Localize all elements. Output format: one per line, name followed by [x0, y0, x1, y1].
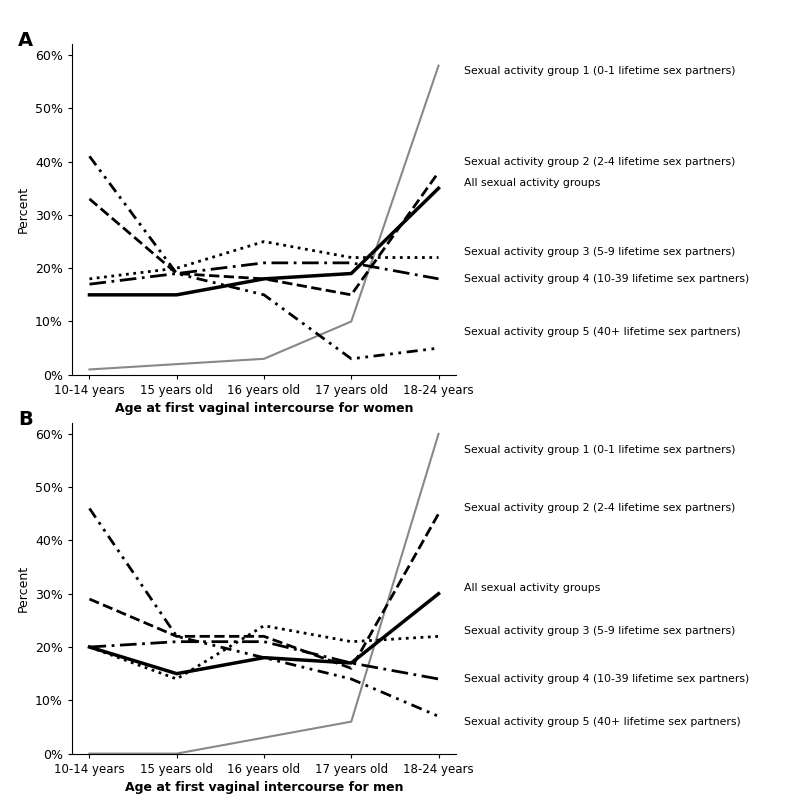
Text: Sexual activity group 5 (40+ lifetime sex partners): Sexual activity group 5 (40+ lifetime se…	[464, 717, 741, 727]
Text: Sexual activity group 3 (5-9 lifetime sex partners): Sexual activity group 3 (5-9 lifetime se…	[464, 626, 735, 636]
Text: Sexual activity group 1 (0-1 lifetime sex partners): Sexual activity group 1 (0-1 lifetime se…	[464, 445, 735, 455]
Text: Sexual activity group 3 (5-9 lifetime sex partners): Sexual activity group 3 (5-9 lifetime se…	[464, 247, 735, 257]
X-axis label: Age at first vaginal intercourse for men: Age at first vaginal intercourse for men	[125, 781, 403, 794]
Text: Sexual activity group 2 (2-4 lifetime sex partners): Sexual activity group 2 (2-4 lifetime se…	[464, 156, 735, 167]
Y-axis label: Percent: Percent	[17, 186, 30, 233]
X-axis label: Age at first vaginal intercourse for women: Age at first vaginal intercourse for wom…	[114, 402, 414, 415]
Text: Sexual activity group 2 (2-4 lifetime sex partners): Sexual activity group 2 (2-4 lifetime se…	[464, 504, 735, 513]
Text: All sexual activity groups: All sexual activity groups	[464, 584, 600, 593]
Text: Sexual activity group 5 (40+ lifetime sex partners): Sexual activity group 5 (40+ lifetime se…	[464, 327, 741, 337]
Text: Sexual activity group 1 (0-1 lifetime sex partners): Sexual activity group 1 (0-1 lifetime se…	[464, 66, 735, 76]
Text: B: B	[18, 410, 33, 429]
Y-axis label: Percent: Percent	[17, 565, 30, 612]
Text: All sexual activity groups: All sexual activity groups	[464, 178, 600, 188]
Text: A: A	[18, 31, 34, 50]
Text: Sexual activity group 4 (10-39 lifetime sex partners): Sexual activity group 4 (10-39 lifetime …	[464, 274, 750, 284]
Text: Sexual activity group 4 (10-39 lifetime sex partners): Sexual activity group 4 (10-39 lifetime …	[464, 674, 750, 684]
